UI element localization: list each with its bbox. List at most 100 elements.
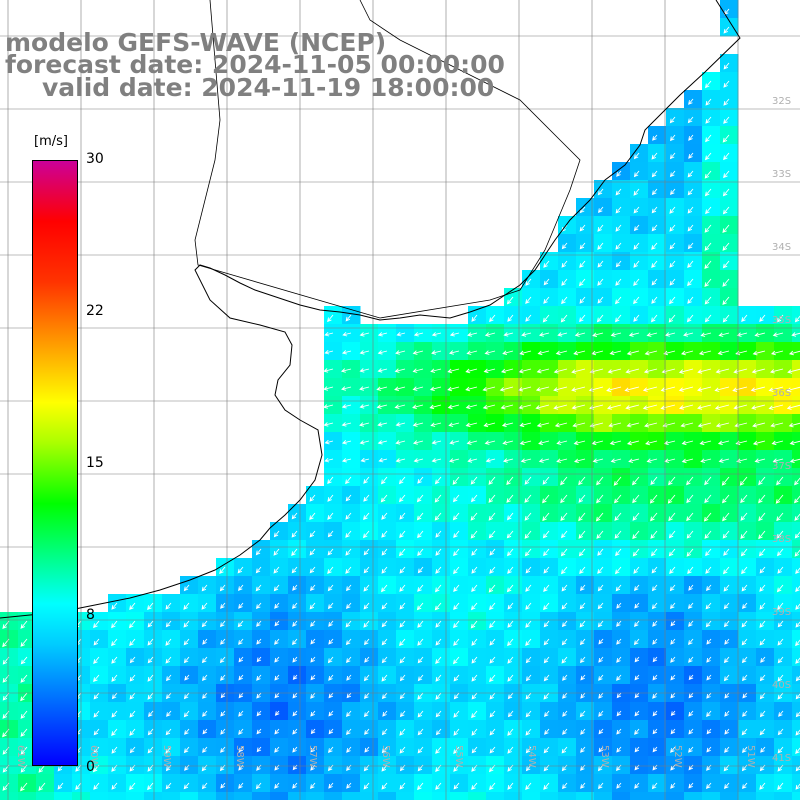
wind-vector [705, 782, 712, 790]
wind-vector [342, 331, 352, 337]
wind-vector [759, 620, 766, 628]
wind-vector [111, 620, 118, 629]
wind-vector [471, 314, 478, 322]
wind-vector [359, 422, 370, 427]
wind-vector [359, 350, 370, 355]
wind-vector [670, 620, 676, 627]
wind-vector [381, 530, 388, 538]
wind-vector [499, 386, 514, 392]
wind-vector [597, 224, 604, 232]
wind-vector [435, 728, 442, 736]
wind-vector [722, 260, 730, 269]
wind-vector [634, 656, 640, 663]
wind-vector [571, 404, 586, 410]
wind-vector [501, 422, 514, 428]
wind-vector [274, 710, 280, 716]
wind-vector [688, 710, 694, 717]
wind-vector [453, 530, 460, 539]
wind-vector [453, 782, 460, 790]
wind-vector [129, 728, 136, 736]
wind-vector [202, 710, 208, 717]
wind-vector [489, 638, 496, 646]
wind-vector [562, 674, 568, 681]
speed-cell [450, 414, 469, 433]
wind-vector [722, 242, 730, 251]
wind-vector [560, 494, 568, 504]
wind-vector [631, 476, 640, 486]
wind-vector [363, 692, 370, 700]
wind-vector [652, 620, 658, 627]
wind-vector [733, 368, 748, 374]
wind-vector [759, 548, 766, 557]
wind-vector [506, 494, 514, 503]
wind-vector [556, 440, 568, 445]
wind-vector [310, 638, 316, 645]
wind-vector [771, 440, 784, 446]
wind-vector [470, 620, 478, 629]
speed-cell [630, 792, 649, 800]
wind-vector [667, 494, 676, 504]
wind-vector [453, 746, 460, 755]
wind-vector [634, 782, 640, 789]
wind-vector [775, 494, 784, 504]
wind-vector [776, 314, 784, 323]
wind-vector [704, 278, 712, 288]
wind-vector [435, 530, 442, 538]
speed-cell [648, 360, 667, 379]
speed-cell [666, 450, 685, 469]
wind-vector [543, 548, 550, 557]
wind-vector [503, 332, 514, 337]
speed-cell [558, 324, 577, 343]
wind-vector [324, 457, 334, 463]
wind-vector [597, 242, 604, 250]
wind-vector [591, 440, 604, 446]
longitude-label: 57W [307, 745, 318, 768]
wind-vector [471, 782, 478, 790]
wind-vector [688, 728, 694, 735]
wind-vector [626, 440, 640, 446]
speed-cell [612, 432, 631, 451]
wind-vector [544, 728, 550, 735]
wind-vector [739, 476, 748, 486]
wind-vector [580, 692, 586, 699]
wind-vector [722, 566, 730, 575]
speed-cell [324, 324, 343, 343]
speed-cell [792, 486, 800, 505]
wind-vector [520, 458, 532, 463]
wind-vector [377, 440, 388, 445]
wind-vector [758, 476, 766, 486]
wind-vector [238, 602, 244, 609]
wind-vector [435, 674, 442, 682]
wind-vector [614, 296, 622, 305]
wind-vector [687, 602, 694, 610]
wind-vector [608, 422, 622, 428]
wind-vector [706, 638, 712, 645]
wind-vector [706, 710, 712, 718]
wind-vector [538, 440, 550, 446]
wind-vector [760, 746, 766, 753]
wind-vector [429, 404, 442, 410]
latitude-label: 32S [772, 96, 791, 107]
wind-vector [794, 531, 800, 539]
speed-cell [108, 792, 127, 800]
wind-vector [592, 458, 604, 463]
speed-cell [792, 360, 800, 379]
wind-vector [616, 692, 622, 699]
wind-vector [452, 476, 460, 485]
wind-vector [328, 692, 334, 699]
wind-vector [715, 422, 730, 428]
wind-vector [489, 602, 496, 611]
speed-cell [792, 720, 800, 739]
wind-vector [489, 746, 496, 754]
speed-cell [360, 396, 379, 415]
latitude-label: 35S [772, 315, 791, 326]
wind-vector [669, 170, 676, 178]
speed-cell [702, 378, 721, 397]
wind-vector [705, 206, 712, 215]
wind-vector [668, 530, 676, 539]
wind-vector [556, 458, 568, 463]
wind-vector [542, 530, 550, 539]
longitude-label: 54W [526, 745, 537, 768]
wind-vector [553, 404, 568, 410]
speed-cell [396, 378, 415, 397]
